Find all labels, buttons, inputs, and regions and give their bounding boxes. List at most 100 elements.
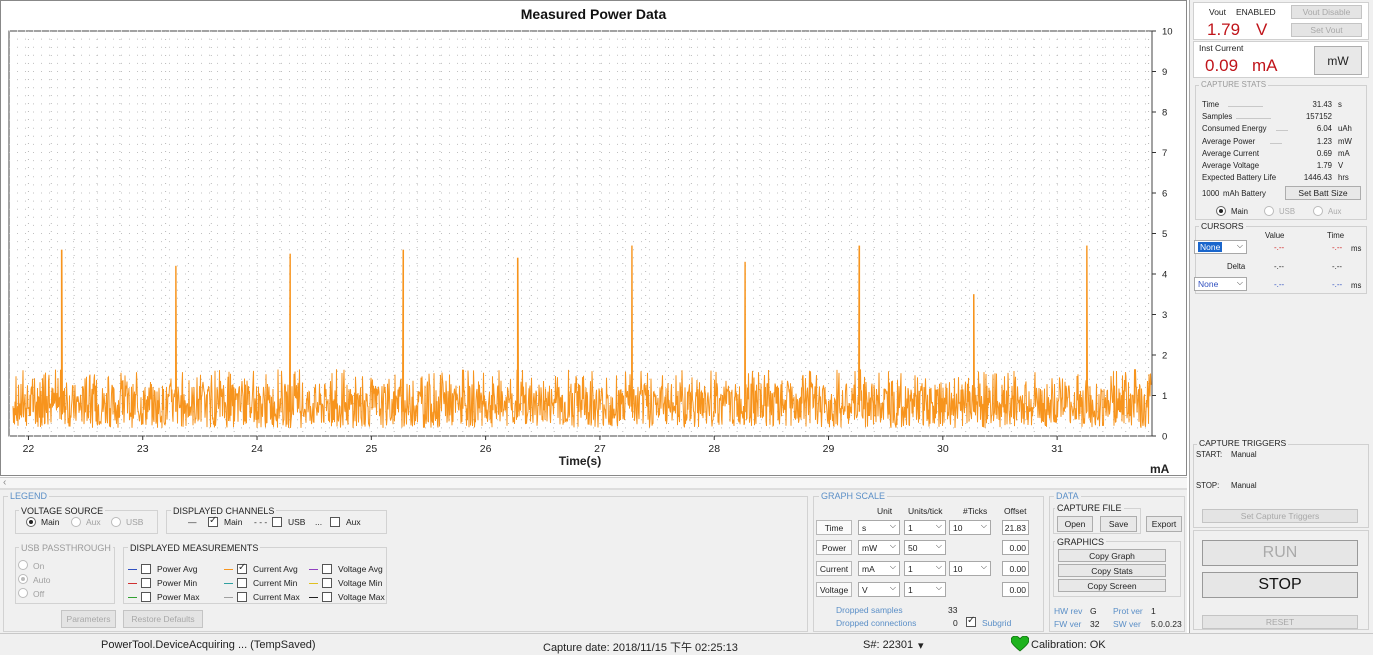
- scale-units-tick-select-value: 1: [908, 584, 913, 595]
- cursor1-select[interactable]: None ⌵: [1194, 240, 1247, 254]
- chevron-down-icon: ⌵: [935, 521, 942, 530]
- main-line-style: —: [188, 517, 197, 527]
- calibration-status: Calibration: OK: [1031, 639, 1106, 651]
- stat-value: 6.04: [1316, 124, 1332, 134]
- scale-offset-input[interactable]: 21.83: [1002, 520, 1029, 535]
- parameters-button[interactable]: Parameters: [61, 610, 116, 628]
- scale-units-tick-select[interactable]: 1 ⌵: [904, 582, 946, 597]
- set-batt-size-button[interactable]: Set Batt Size: [1285, 186, 1361, 200]
- chart-horizontal-scrollbar[interactable]: ‹: [0, 477, 1187, 489]
- subgrid-checkbox[interactable]: [966, 615, 976, 627]
- right-control-panel: Vout ENABLED 1.79 V Vout Disable Set Vou…: [1189, 0, 1373, 633]
- chevron-down-icon: ⌵: [1236, 278, 1243, 287]
- copy-screen-button[interactable]: Copy Screen: [1058, 579, 1166, 592]
- measurement-checkbox[interactable]: [237, 578, 247, 588]
- scale-units-tick-select[interactable]: 1 ⌵: [904, 520, 946, 535]
- voltage-source-main-radio[interactable]: [26, 517, 36, 527]
- measurement-checkbox[interactable]: [141, 578, 151, 588]
- cursor2-select[interactable]: None ⌵: [1194, 277, 1247, 291]
- legend-title: LEGEND: [8, 491, 50, 501]
- x-tick-label: 29: [823, 443, 835, 455]
- prot-ver-label: Prot ver: [1113, 606, 1143, 616]
- scale-offset-input[interactable]: 0.00: [1002, 561, 1029, 576]
- scale-unit-select[interactable]: V ⌵: [858, 582, 900, 597]
- measurement-checkbox[interactable]: [141, 592, 151, 602]
- usb-passthrough-auto-label: Auto: [33, 575, 51, 585]
- voltage-source-aux-radio[interactable]: [71, 517, 81, 527]
- set-capture-triggers-button[interactable]: Set Capture Triggers: [1202, 509, 1358, 523]
- measurement-swatch: [309, 583, 318, 584]
- device-status: PowerTool.DeviceAcquiring ... (TempSaved…: [101, 639, 316, 651]
- measurement-checkbox[interactable]: [322, 578, 332, 588]
- scale-unit-select[interactable]: mW ⌵: [858, 540, 900, 555]
- set-vout-button[interactable]: Set Vout: [1291, 23, 1362, 37]
- chevron-down-icon: ⌵: [889, 583, 896, 592]
- channel-aux-checkbox[interactable]: [330, 517, 340, 527]
- usb-passthrough-title: USB PASSTHROUGH: [19, 543, 113, 553]
- stats-source-aux-radio[interactable]: [1313, 206, 1323, 216]
- stop-button[interactable]: STOP: [1202, 572, 1358, 598]
- scale-offset-input[interactable]: 0.00: [1002, 582, 1029, 597]
- voltage-source-usb-radio[interactable]: [111, 517, 121, 527]
- stats-source-usb-radio[interactable]: [1264, 206, 1274, 216]
- scale-unit-select[interactable]: s ⌵: [858, 520, 900, 535]
- x-tick-label: 24: [251, 443, 263, 455]
- grid: [9, 30, 1152, 437]
- measurement-swatch: [128, 569, 137, 570]
- stats-source-main-radio[interactable]: [1216, 206, 1226, 216]
- dropped-samples-label: Dropped samples: [836, 605, 903, 615]
- scale-ticks-select[interactable]: 10 ⌵: [949, 520, 991, 535]
- channel-usb-checkbox[interactable]: [272, 517, 282, 527]
- save-button[interactable]: Save: [1100, 516, 1137, 532]
- voltage-source-main-label: Main: [41, 517, 60, 527]
- scale-offset-input-value: 21.83: [1004, 522, 1026, 533]
- scale-ticks-select[interactable]: 10 ⌵: [949, 561, 991, 576]
- copy-graph-button[interactable]: Copy Graph: [1058, 549, 1166, 562]
- measurement-checkbox[interactable]: [237, 592, 247, 602]
- capture-date: Capture date: 2018/11/15 下午 02:25:13: [543, 642, 738, 654]
- measurement-checkbox[interactable]: [322, 592, 332, 602]
- measurement-checkbox[interactable]: [322, 564, 332, 574]
- y-tick-label: 4: [1162, 270, 1167, 281]
- scale-offset-input-value: 0.00: [1009, 563, 1026, 574]
- sw-ver-label: SW ver: [1113, 619, 1141, 629]
- scale-units-tick-select[interactable]: 1 ⌵: [904, 561, 946, 576]
- delta-value: -.--: [1274, 262, 1284, 271]
- voltage-source-title: VOLTAGE SOURCE: [19, 506, 106, 516]
- measurement-checkbox[interactable]: [237, 562, 247, 574]
- y-tick-label: 9: [1162, 67, 1167, 78]
- vout-disable-button[interactable]: Vout Disable: [1291, 5, 1362, 19]
- scale-unit-select[interactable]: mA ⌵: [858, 561, 900, 576]
- mw-toggle-button[interactable]: mW: [1314, 46, 1362, 75]
- serial-dropdown-icon[interactable]: ▾: [918, 640, 924, 652]
- scale-row-label-power: Power: [816, 540, 852, 555]
- scale-offset-input[interactable]: 0.00: [1002, 540, 1029, 555]
- y-tick-label: 10: [1162, 27, 1173, 38]
- run-button[interactable]: RUN: [1202, 540, 1358, 566]
- series-main-current-line: [12, 245, 1152, 428]
- usb-passthrough-on-label: On: [33, 561, 45, 571]
- graphics-group: [1053, 541, 1181, 597]
- fw-ver-label: FW ver: [1054, 619, 1082, 629]
- scroll-left-icon[interactable]: ‹: [3, 477, 7, 488]
- scale-offset-input-value: 0.00: [1009, 542, 1026, 553]
- usb-passthrough-auto-radio[interactable]: [18, 574, 28, 584]
- measurement-checkbox[interactable]: [141, 564, 151, 574]
- usb-passthrough-on-radio[interactable]: [18, 560, 28, 570]
- restore-defaults-button[interactable]: Restore Defaults: [123, 610, 203, 628]
- scale-row-label-voltage-value: Voltage: [819, 584, 849, 595]
- battery-capacity: 1000: [1202, 189, 1220, 198]
- export-button[interactable]: Export: [1146, 516, 1182, 532]
- channel-main-checkbox[interactable]: [208, 515, 218, 527]
- heart-icon: [1010, 635, 1030, 655]
- cursor2-time: -.--: [1332, 280, 1343, 289]
- serial-number[interactable]: S#: 22301: [863, 639, 914, 651]
- open-button[interactable]: Open: [1057, 516, 1093, 532]
- y-tick-label: 1: [1162, 391, 1167, 402]
- scale-units-tick-select[interactable]: 50 ⌵: [904, 540, 946, 555]
- copy-stats-button[interactable]: Copy Stats: [1058, 564, 1166, 577]
- usb-passthrough-off-radio[interactable]: [18, 588, 28, 598]
- scale-units-tick-select-value: 50: [908, 542, 918, 553]
- reset-button[interactable]: RESET: [1202, 615, 1358, 629]
